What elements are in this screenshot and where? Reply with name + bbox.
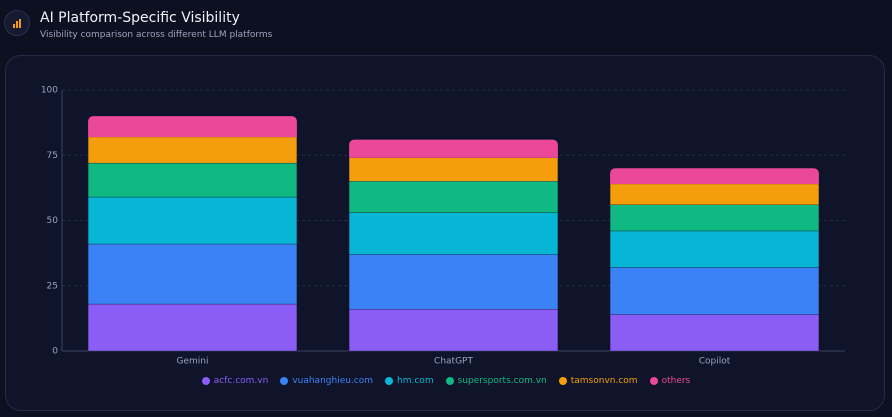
bar-segment [87,243,298,305]
bar-segment [87,136,298,164]
y-tick-label: 75 [47,151,58,161]
legend-swatch [649,377,658,385]
legend-item[interactable]: tamsonvn.com [558,376,638,386]
y-tick-label: 0 [52,347,58,357]
legend-item[interactable]: acfc.com.vn [201,376,269,386]
legend-label: supersports.com.vn [457,376,547,386]
bar-segment [348,157,559,182]
bar-segment [87,162,298,198]
legend-swatch [558,377,567,385]
bar-segment [609,314,820,352]
legend-label: vuahanghieu.com [292,376,374,386]
legend-swatch [280,377,289,385]
legend-swatch [201,377,210,385]
bar-segment [609,183,820,205]
legend: acfc.com.vn vuahanghieu.com hm.com superspo… [0,376,892,386]
legend-label: hm.com [397,376,434,386]
x-tick-label: Copilot [699,357,731,367]
legend-item[interactable]: others [649,376,691,386]
legend-item[interactable]: vuahanghieu.com [280,376,373,386]
bar-segment [610,168,819,184]
bar-segment [87,196,298,245]
bar-segment [609,267,820,315]
legend-swatch [445,377,454,385]
bar-segment [348,181,559,213]
y-tick-label: 25 [47,281,58,291]
icon-glyph [13,19,21,28]
bar-segment [349,139,558,158]
y-tick-label: 50 [47,216,59,226]
legend-label: others [661,376,691,386]
legend-item[interactable]: supersports.com.vn [445,376,547,386]
legend-item[interactable]: hm.com [385,376,434,386]
x-tick-label: ChatGPT [434,357,473,367]
x-tick-label: Gemini [177,357,209,367]
bar-segment [609,230,820,268]
chart-title: AI Platform-Specific Visibility [40,10,240,26]
legend-label: acfc.com.vn [213,376,269,386]
bar-segment [348,212,559,255]
legend-swatch [385,377,394,385]
bar-segment [87,303,298,352]
bar-segment [609,204,820,232]
y-tick-label: 100 [41,86,58,96]
bar-segment [348,254,559,310]
bar-segment [88,116,297,137]
bar-segment [348,309,559,352]
chart-subtitle: Visibility comparison across different L… [40,30,273,40]
header-icon [4,10,30,36]
legend-label: tamsonvn.com [570,376,638,386]
